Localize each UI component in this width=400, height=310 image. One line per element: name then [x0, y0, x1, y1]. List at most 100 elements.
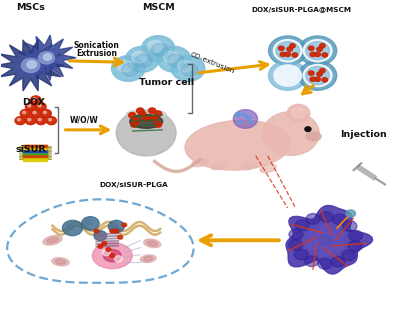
- Circle shape: [98, 245, 103, 248]
- Circle shape: [233, 110, 258, 128]
- Ellipse shape: [103, 250, 121, 262]
- Circle shape: [306, 214, 320, 224]
- Circle shape: [315, 77, 320, 81]
- Polygon shape: [29, 44, 64, 71]
- Bar: [23, 145, 46, 147]
- Circle shape: [248, 117, 251, 119]
- Circle shape: [320, 69, 325, 73]
- Text: MSCs: MSCs: [16, 3, 45, 12]
- Circle shape: [38, 118, 41, 121]
- Text: Sonication: Sonication: [74, 41, 119, 50]
- Text: Extrusion: Extrusion: [76, 49, 117, 58]
- Circle shape: [26, 103, 36, 111]
- Circle shape: [114, 229, 119, 233]
- Circle shape: [62, 220, 82, 236]
- Circle shape: [343, 221, 357, 232]
- Circle shape: [48, 118, 52, 121]
- Ellipse shape: [306, 132, 321, 141]
- Bar: [23, 158, 46, 160]
- Bar: [23, 155, 46, 157]
- Circle shape: [15, 117, 26, 125]
- Bar: [23, 151, 46, 153]
- Circle shape: [139, 111, 146, 117]
- Circle shape: [331, 241, 343, 250]
- Circle shape: [129, 113, 136, 118]
- Text: siSUR: siSUR: [16, 145, 46, 154]
- Circle shape: [280, 52, 286, 56]
- Circle shape: [46, 117, 56, 125]
- Circle shape: [126, 46, 159, 72]
- Circle shape: [332, 231, 344, 240]
- Circle shape: [142, 36, 175, 61]
- Circle shape: [303, 40, 332, 62]
- Circle shape: [20, 109, 30, 117]
- Circle shape: [303, 64, 332, 86]
- Circle shape: [238, 121, 242, 124]
- Circle shape: [154, 122, 162, 127]
- Ellipse shape: [185, 120, 291, 170]
- Circle shape: [82, 217, 99, 230]
- Circle shape: [118, 235, 123, 239]
- Text: DOX/siSUR-PLGA@MSCM: DOX/siSUR-PLGA@MSCM: [252, 7, 352, 13]
- Circle shape: [21, 58, 40, 73]
- Circle shape: [306, 42, 330, 60]
- Circle shape: [348, 241, 362, 251]
- Circle shape: [278, 46, 284, 51]
- Circle shape: [236, 113, 239, 116]
- Circle shape: [27, 61, 36, 68]
- Ellipse shape: [211, 162, 227, 170]
- Text: DOX/siSUR-PLGA: DOX/siSUR-PLGA: [100, 182, 169, 188]
- Ellipse shape: [192, 159, 208, 167]
- Circle shape: [102, 250, 110, 256]
- Ellipse shape: [241, 162, 257, 170]
- Circle shape: [26, 117, 36, 125]
- Circle shape: [171, 55, 205, 81]
- Ellipse shape: [140, 255, 156, 263]
- Circle shape: [114, 256, 122, 262]
- Circle shape: [85, 219, 92, 225]
- Circle shape: [315, 52, 320, 56]
- Circle shape: [102, 241, 107, 245]
- Circle shape: [249, 121, 253, 123]
- Circle shape: [167, 54, 184, 67]
- Circle shape: [262, 112, 319, 155]
- Circle shape: [94, 229, 99, 233]
- Ellipse shape: [126, 110, 166, 118]
- Polygon shape: [10, 50, 51, 81]
- Bar: [23, 153, 46, 155]
- Circle shape: [310, 77, 316, 81]
- Circle shape: [310, 52, 316, 56]
- Circle shape: [38, 51, 54, 64]
- Circle shape: [331, 256, 345, 267]
- Circle shape: [137, 108, 144, 113]
- Circle shape: [106, 248, 111, 251]
- Circle shape: [157, 46, 191, 72]
- Circle shape: [112, 55, 145, 81]
- Circle shape: [132, 51, 147, 63]
- Circle shape: [320, 225, 332, 234]
- Circle shape: [238, 121, 242, 124]
- Polygon shape: [286, 206, 373, 274]
- Ellipse shape: [43, 236, 62, 245]
- Circle shape: [116, 110, 176, 156]
- Bar: [23, 153, 46, 156]
- Circle shape: [150, 116, 158, 121]
- Circle shape: [178, 60, 192, 72]
- Circle shape: [136, 54, 152, 67]
- Circle shape: [164, 51, 179, 63]
- Circle shape: [305, 256, 319, 267]
- Circle shape: [245, 115, 249, 118]
- Circle shape: [322, 78, 328, 82]
- Circle shape: [342, 250, 356, 261]
- Circle shape: [332, 214, 346, 225]
- Circle shape: [22, 111, 26, 114]
- Bar: [23, 157, 46, 159]
- Circle shape: [285, 52, 290, 56]
- Circle shape: [292, 53, 298, 57]
- Circle shape: [242, 113, 245, 116]
- Circle shape: [294, 249, 308, 260]
- Bar: [23, 155, 46, 157]
- Circle shape: [36, 117, 46, 125]
- Circle shape: [319, 246, 331, 255]
- Bar: [23, 158, 46, 161]
